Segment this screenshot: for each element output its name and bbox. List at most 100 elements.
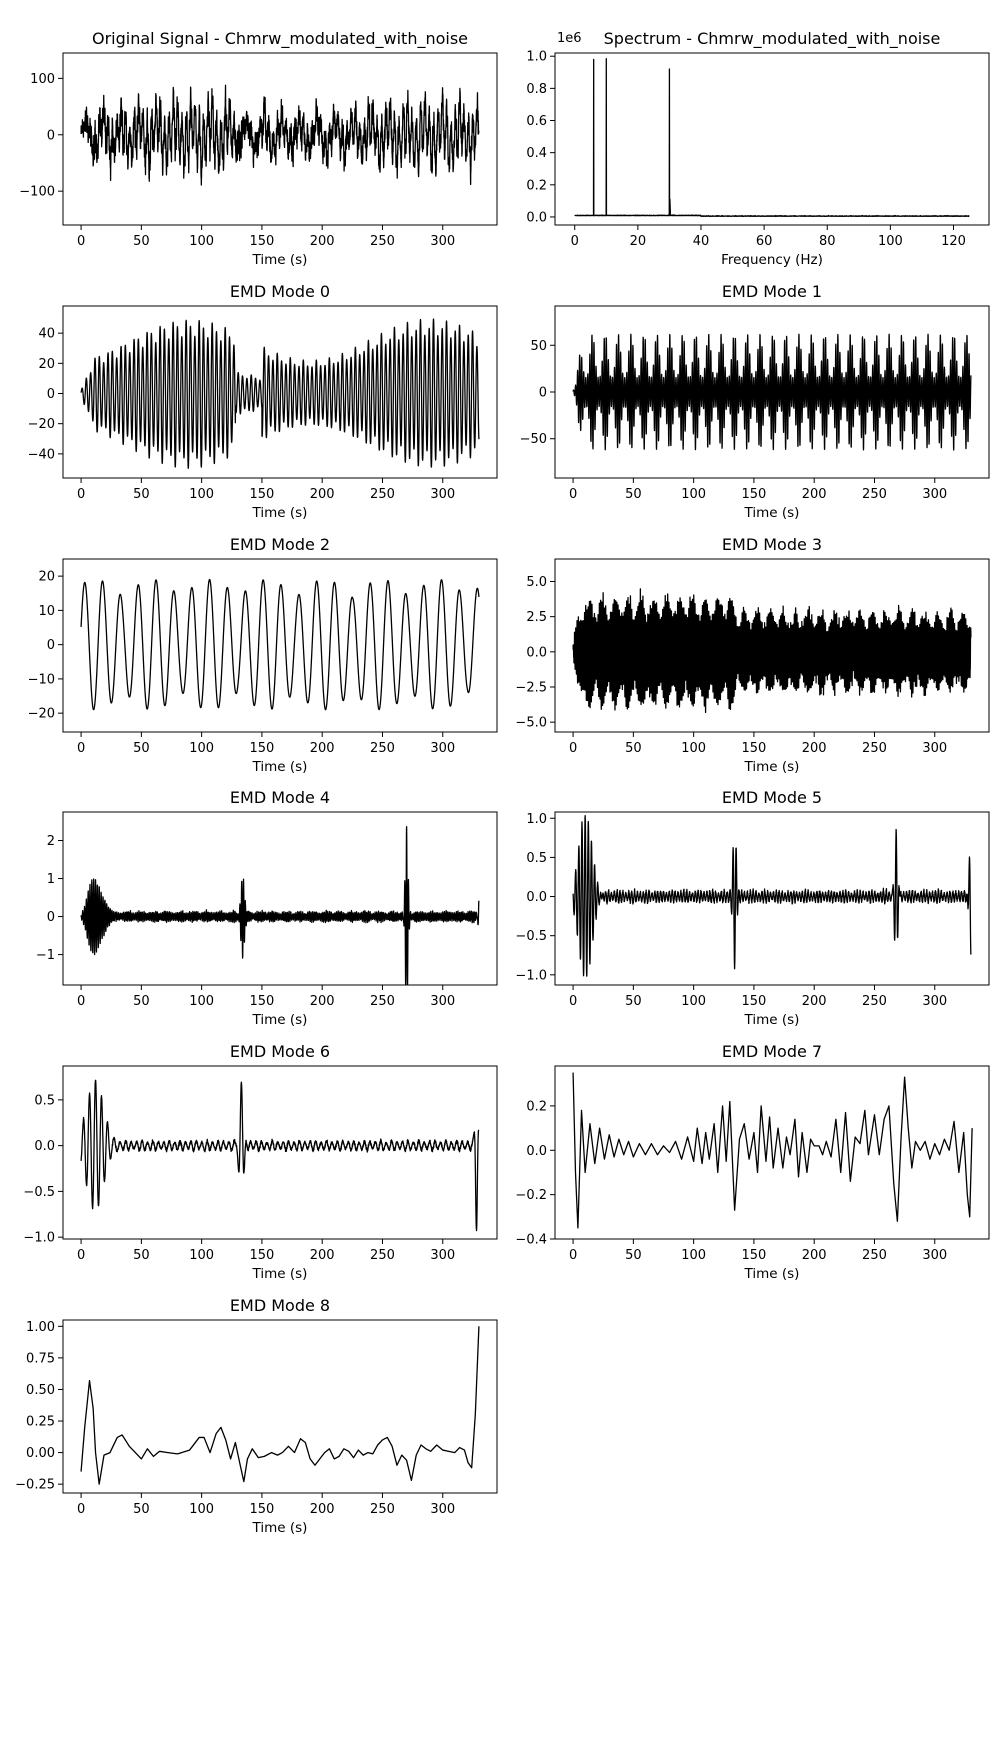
x-tick-label: 100 — [681, 994, 706, 1009]
x-tick-label: 0 — [77, 234, 85, 249]
y-tick-label: −2.5 — [515, 680, 547, 695]
x-tick-label: 250 — [370, 487, 395, 502]
x-tick-label: 200 — [802, 1248, 827, 1263]
x-tick-label: 0 — [77, 1502, 85, 1517]
x-tick-label: 300 — [922, 487, 947, 502]
x-tick-label: 100 — [189, 1248, 214, 1263]
y-tick-label: −40 — [28, 447, 55, 462]
panel-mode8: EMD Mode 8 0 50 100 150 200 250 300 −0.25 0.00 0.2… — [15, 1296, 498, 1536]
x-tick-label: 300 — [430, 741, 455, 756]
panel-title: Spectrum - Chmrw_modulated_with_noise — [604, 29, 941, 49]
x-axis-label: Time (s) — [744, 1012, 800, 1028]
x-tick-label: 0 — [569, 1248, 577, 1263]
x-tick-label: 200 — [310, 994, 335, 1009]
x-tick-label: 100 — [681, 1248, 706, 1263]
series-line — [572, 588, 972, 714]
panel-title: EMD Mode 2 — [230, 535, 330, 554]
y-tick-label: 0.0 — [526, 890, 547, 905]
x-tick-label: 60 — [756, 234, 773, 249]
panel-title: EMD Mode 7 — [722, 1042, 822, 1061]
y-tick-label: 0 — [47, 128, 55, 143]
x-tick-label: 300 — [922, 994, 947, 1009]
series-line — [80, 826, 480, 985]
y-tick-label: −0.2 — [515, 1188, 547, 1203]
y-tick-label: 0.0 — [526, 1144, 547, 1159]
y-tick-label: 2.5 — [526, 610, 547, 625]
x-tick-label: 200 — [310, 487, 335, 502]
panel-mode1: EMD Mode 1 0 50 100 150 200 250 300 −50 0 50 Time (… — [520, 282, 990, 521]
x-tick-label: 0 — [571, 234, 579, 249]
x-tick-label: 20 — [630, 234, 647, 249]
panel-title: EMD Mode 0 — [230, 282, 330, 301]
y-tick-label: 0.5 — [526, 851, 547, 866]
y-tick-label: −0.4 — [515, 1233, 547, 1248]
y-tick-label: 0 — [47, 638, 55, 653]
x-tick-label: 300 — [430, 234, 455, 249]
x-axis-label: Time (s) — [744, 759, 800, 775]
x-axis-label: Time (s) — [252, 252, 308, 268]
x-tick-label: 40 — [693, 234, 710, 249]
x-tick-label: 150 — [250, 487, 275, 502]
series-line — [80, 318, 480, 469]
x-tick-label: 100 — [189, 994, 214, 1009]
y-tick-label: 20 — [38, 570, 55, 585]
x-tick-label: 200 — [802, 741, 827, 756]
x-tick-label: 200 — [802, 487, 827, 502]
panel-title: EMD Mode 1 — [722, 282, 822, 301]
x-tick-label: 80 — [819, 234, 836, 249]
x-tick-label: 0 — [569, 741, 577, 756]
axes-frame — [554, 52, 990, 226]
y-tick-label: −20 — [28, 417, 55, 432]
x-tick-label: 250 — [862, 994, 887, 1009]
x-axis-label: Time (s) — [744, 1266, 800, 1282]
x-tick-label: 200 — [310, 741, 335, 756]
axes-frame — [62, 52, 498, 226]
panel-mode4: EMD Mode 4 0 50 100 150 200 250 300 −1 0 1 2 Time (s… — [36, 788, 498, 1028]
y-tick-label: −20 — [28, 707, 55, 722]
y-tick-label: 0 — [47, 387, 55, 402]
series-line — [80, 1326, 480, 1485]
x-tick-label: 150 — [250, 1502, 275, 1517]
x-tick-label: 50 — [133, 1248, 150, 1263]
panel-orig: Original Signal - Chmrw_modulated_with_n… — [19, 29, 498, 268]
axes-frame — [554, 1065, 990, 1240]
x-tick-label: 250 — [370, 234, 395, 249]
y-tick-label: −0.25 — [15, 1478, 55, 1493]
y-tick-label: −1.0 — [515, 968, 547, 983]
y-tick-label: 0 — [47, 910, 55, 925]
x-tick-label: 100 — [189, 234, 214, 249]
y-tick-label: 2 — [47, 834, 55, 849]
panel-mode6: EMD Mode 6 0 50 100 150 200 250 300 −1.0 −0.5 0.0 0… — [23, 1042, 498, 1282]
series-line — [80, 1079, 480, 1232]
x-tick-label: 300 — [922, 1248, 947, 1263]
y-tick-label: −1 — [36, 948, 55, 963]
x-tick-label: 0 — [77, 487, 85, 502]
panel-title: EMD Mode 3 — [722, 535, 822, 554]
series-line — [80, 84, 480, 186]
y-tick-label: 1.00 — [26, 1320, 55, 1335]
y-tick-label: 0.75 — [26, 1351, 55, 1366]
panel-title: EMD Mode 4 — [230, 788, 330, 807]
y-tick-label: 0.0 — [34, 1139, 55, 1154]
axes-frame — [554, 558, 990, 733]
y-tick-label: 20 — [38, 357, 55, 372]
x-tick-label: 200 — [310, 234, 335, 249]
x-tick-label: 150 — [250, 234, 275, 249]
y-tick-label: 50 — [530, 339, 547, 354]
x-tick-label: 50 — [625, 487, 642, 502]
axes-frame — [62, 811, 498, 986]
x-tick-label: 100 — [681, 741, 706, 756]
panel-mode2: EMD Mode 2 0 50 100 150 200 250 300 −20 −10 0 10 20 T… — [28, 535, 498, 775]
panel-title: EMD Mode 6 — [230, 1042, 330, 1061]
x-tick-label: 50 — [133, 994, 150, 1009]
panel-spectrum: Spectrum - Chmrw_modulated_with_noise 0 20… — [526, 29, 990, 268]
axes-frame — [554, 811, 990, 986]
axes-frame — [62, 558, 498, 733]
y-tick-label: 1.0 — [526, 50, 547, 65]
x-tick-label: 250 — [370, 741, 395, 756]
y-tick-label: 0.4 — [526, 146, 547, 161]
x-tick-label: 150 — [250, 994, 275, 1009]
x-tick-label: 50 — [625, 741, 642, 756]
y-tick-label: −1.0 — [23, 1231, 55, 1246]
